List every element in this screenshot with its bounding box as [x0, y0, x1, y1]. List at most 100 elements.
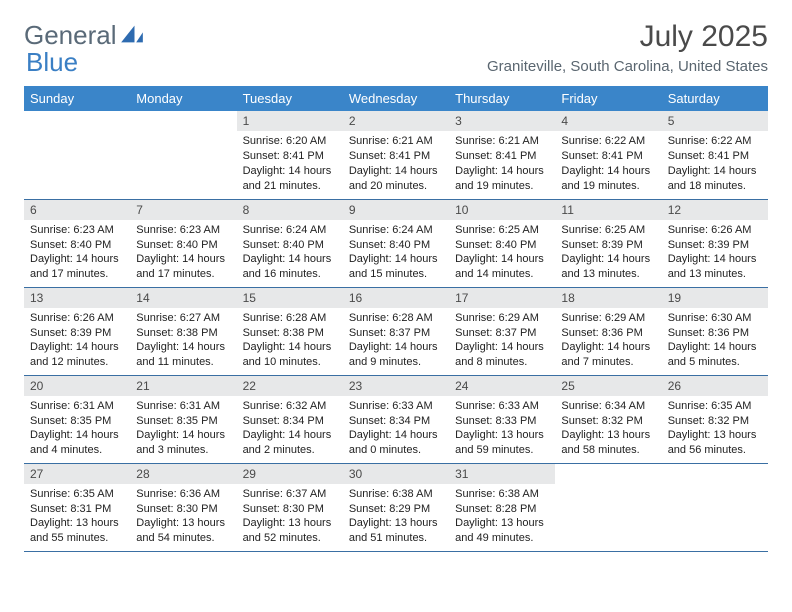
- day-number: 21: [130, 376, 236, 396]
- day-number: 15: [237, 288, 343, 308]
- calendar-cell: 20Sunrise: 6:31 AMSunset: 8:35 PMDayligh…: [24, 375, 130, 463]
- day-number: 16: [343, 288, 449, 308]
- calendar-cell: 21Sunrise: 6:31 AMSunset: 8:35 PMDayligh…: [130, 375, 236, 463]
- day-details: Sunrise: 6:28 AMSunset: 8:38 PMDaylight:…: [237, 308, 343, 374]
- calendar-cell: ..: [130, 111, 236, 199]
- calendar-cell: 27Sunrise: 6:35 AMSunset: 8:31 PMDayligh…: [24, 463, 130, 551]
- logo-sail-icon: [119, 20, 145, 51]
- calendar-cell: 17Sunrise: 6:29 AMSunset: 8:37 PMDayligh…: [449, 287, 555, 375]
- calendar-row: 27Sunrise: 6:35 AMSunset: 8:31 PMDayligh…: [24, 463, 768, 551]
- day-details: Sunrise: 6:26 AMSunset: 8:39 PMDaylight:…: [662, 220, 768, 286]
- calendar-cell: 26Sunrise: 6:35 AMSunset: 8:32 PMDayligh…: [662, 375, 768, 463]
- day-number: 23: [343, 376, 449, 396]
- day-details: Sunrise: 6:25 AMSunset: 8:40 PMDaylight:…: [449, 220, 555, 286]
- day-details: Sunrise: 6:30 AMSunset: 8:36 PMDaylight:…: [662, 308, 768, 374]
- calendar-cell: 8Sunrise: 6:24 AMSunset: 8:40 PMDaylight…: [237, 199, 343, 287]
- day-details: Sunrise: 6:34 AMSunset: 8:32 PMDaylight:…: [555, 396, 661, 462]
- calendar-cell: 15Sunrise: 6:28 AMSunset: 8:38 PMDayligh…: [237, 287, 343, 375]
- day-number: 25: [555, 376, 661, 396]
- day-number: 8: [237, 200, 343, 220]
- day-number: 26: [662, 376, 768, 396]
- calendar-cell: ..: [24, 111, 130, 199]
- day-details: Sunrise: 6:33 AMSunset: 8:33 PMDaylight:…: [449, 396, 555, 462]
- calendar-cell: 30Sunrise: 6:38 AMSunset: 8:29 PMDayligh…: [343, 463, 449, 551]
- day-details: Sunrise: 6:31 AMSunset: 8:35 PMDaylight:…: [24, 396, 130, 462]
- day-details: Sunrise: 6:35 AMSunset: 8:32 PMDaylight:…: [662, 396, 768, 462]
- calendar-table: SundayMondayTuesdayWednesdayThursdayFrid…: [24, 86, 768, 552]
- calendar-cell: 24Sunrise: 6:33 AMSunset: 8:33 PMDayligh…: [449, 375, 555, 463]
- weekday-header-row: SundayMondayTuesdayWednesdayThursdayFrid…: [24, 86, 768, 111]
- weekday-header: Sunday: [24, 86, 130, 111]
- title-block: July 2025 Graniteville, South Carolina, …: [487, 20, 768, 75]
- location-text: Graniteville, South Carolina, United Sta…: [487, 58, 768, 75]
- calendar-row: 13Sunrise: 6:26 AMSunset: 8:39 PMDayligh…: [24, 287, 768, 375]
- day-details: Sunrise: 6:29 AMSunset: 8:36 PMDaylight:…: [555, 308, 661, 374]
- calendar-cell: 29Sunrise: 6:37 AMSunset: 8:30 PMDayligh…: [237, 463, 343, 551]
- day-number: 20: [24, 376, 130, 396]
- calendar-cell: ..: [555, 463, 661, 551]
- calendar-cell: 6Sunrise: 6:23 AMSunset: 8:40 PMDaylight…: [24, 199, 130, 287]
- calendar-row: 6Sunrise: 6:23 AMSunset: 8:40 PMDaylight…: [24, 199, 768, 287]
- day-details: Sunrise: 6:24 AMSunset: 8:40 PMDaylight:…: [343, 220, 449, 286]
- calendar-cell: 14Sunrise: 6:27 AMSunset: 8:38 PMDayligh…: [130, 287, 236, 375]
- calendar-cell: 9Sunrise: 6:24 AMSunset: 8:40 PMDaylight…: [343, 199, 449, 287]
- calendar-cell: 19Sunrise: 6:30 AMSunset: 8:36 PMDayligh…: [662, 287, 768, 375]
- calendar-cell: ..: [662, 463, 768, 551]
- calendar-cell: 18Sunrise: 6:29 AMSunset: 8:36 PMDayligh…: [555, 287, 661, 375]
- day-number: 27: [24, 464, 130, 484]
- day-number: 14: [130, 288, 236, 308]
- day-details: Sunrise: 6:35 AMSunset: 8:31 PMDaylight:…: [24, 484, 130, 550]
- day-details: Sunrise: 6:32 AMSunset: 8:34 PMDaylight:…: [237, 396, 343, 462]
- calendar-cell: 13Sunrise: 6:26 AMSunset: 8:39 PMDayligh…: [24, 287, 130, 375]
- day-details: Sunrise: 6:23 AMSunset: 8:40 PMDaylight:…: [130, 220, 236, 286]
- weekday-header: Tuesday: [237, 86, 343, 111]
- day-number: 11: [555, 200, 661, 220]
- day-number: 7: [130, 200, 236, 220]
- calendar-cell: 4Sunrise: 6:22 AMSunset: 8:41 PMDaylight…: [555, 111, 661, 199]
- day-details: Sunrise: 6:31 AMSunset: 8:35 PMDaylight:…: [130, 396, 236, 462]
- calendar-cell: 10Sunrise: 6:25 AMSunset: 8:40 PMDayligh…: [449, 199, 555, 287]
- calendar-row: 20Sunrise: 6:31 AMSunset: 8:35 PMDayligh…: [24, 375, 768, 463]
- day-details: Sunrise: 6:27 AMSunset: 8:38 PMDaylight:…: [130, 308, 236, 374]
- day-details: Sunrise: 6:33 AMSunset: 8:34 PMDaylight:…: [343, 396, 449, 462]
- day-number: 28: [130, 464, 236, 484]
- calendar-cell: 7Sunrise: 6:23 AMSunset: 8:40 PMDaylight…: [130, 199, 236, 287]
- day-number: 19: [662, 288, 768, 308]
- day-details: Sunrise: 6:28 AMSunset: 8:37 PMDaylight:…: [343, 308, 449, 374]
- calendar-cell: 23Sunrise: 6:33 AMSunset: 8:34 PMDayligh…: [343, 375, 449, 463]
- day-details: Sunrise: 6:38 AMSunset: 8:28 PMDaylight:…: [449, 484, 555, 550]
- weekday-header: Thursday: [449, 86, 555, 111]
- day-number: 9: [343, 200, 449, 220]
- day-number: 5: [662, 111, 768, 131]
- month-title: July 2025: [487, 20, 768, 54]
- logo-text-2: Blue: [26, 47, 78, 77]
- calendar-cell: 1Sunrise: 6:20 AMSunset: 8:41 PMDaylight…: [237, 111, 343, 199]
- calendar-cell: 22Sunrise: 6:32 AMSunset: 8:34 PMDayligh…: [237, 375, 343, 463]
- day-number: 13: [24, 288, 130, 308]
- calendar-body: ....1Sunrise: 6:20 AMSunset: 8:41 PMDayl…: [24, 111, 768, 551]
- day-details: Sunrise: 6:24 AMSunset: 8:40 PMDaylight:…: [237, 220, 343, 286]
- calendar-cell: 11Sunrise: 6:25 AMSunset: 8:39 PMDayligh…: [555, 199, 661, 287]
- day-details: Sunrise: 6:20 AMSunset: 8:41 PMDaylight:…: [237, 131, 343, 197]
- day-details: Sunrise: 6:23 AMSunset: 8:40 PMDaylight:…: [24, 220, 130, 286]
- weekday-header: Saturday: [662, 86, 768, 111]
- weekday-header: Wednesday: [343, 86, 449, 111]
- day-details: Sunrise: 6:22 AMSunset: 8:41 PMDaylight:…: [662, 131, 768, 197]
- day-number: 10: [449, 200, 555, 220]
- calendar-cell: 12Sunrise: 6:26 AMSunset: 8:39 PMDayligh…: [662, 199, 768, 287]
- day-details: Sunrise: 6:29 AMSunset: 8:37 PMDaylight:…: [449, 308, 555, 374]
- day-number: 22: [237, 376, 343, 396]
- day-number: 18: [555, 288, 661, 308]
- day-number: 3: [449, 111, 555, 131]
- weekday-header: Friday: [555, 86, 661, 111]
- calendar-cell: 2Sunrise: 6:21 AMSunset: 8:41 PMDaylight…: [343, 111, 449, 199]
- day-number: 2: [343, 111, 449, 131]
- day-number: 4: [555, 111, 661, 131]
- day-number: 29: [237, 464, 343, 484]
- calendar-cell: 28Sunrise: 6:36 AMSunset: 8:30 PMDayligh…: [130, 463, 236, 551]
- day-number: 1: [237, 111, 343, 131]
- day-number: 17: [449, 288, 555, 308]
- calendar-cell: 3Sunrise: 6:21 AMSunset: 8:41 PMDaylight…: [449, 111, 555, 199]
- weekday-header: Monday: [130, 86, 236, 111]
- calendar-cell: 31Sunrise: 6:38 AMSunset: 8:28 PMDayligh…: [449, 463, 555, 551]
